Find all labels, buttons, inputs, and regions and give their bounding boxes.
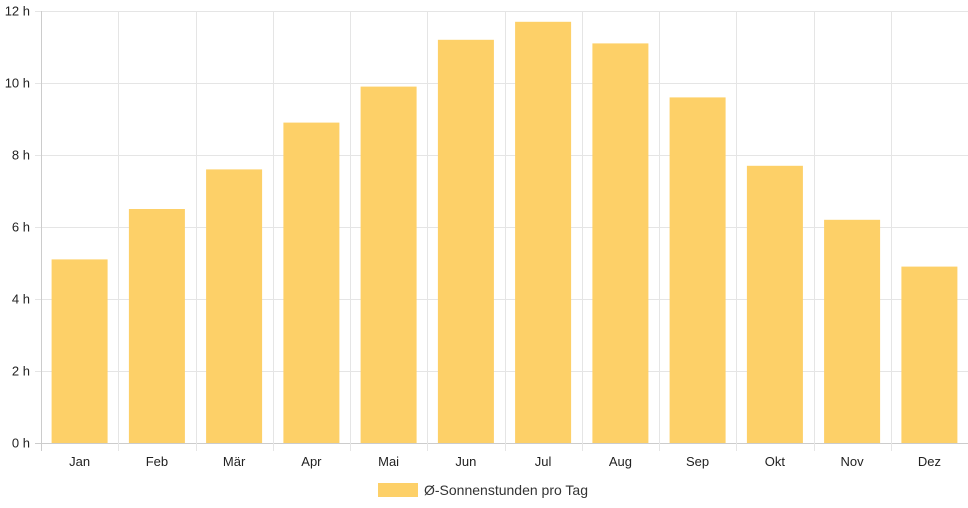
bar-mai[interactable] (360, 86, 417, 443)
bar-jul[interactable] (515, 21, 572, 444)
x-tick-label: Okt (765, 454, 786, 469)
y-tick-label: 6 h (12, 220, 30, 235)
bar-dez[interactable] (901, 266, 958, 443)
bar-jan[interactable] (51, 259, 108, 443)
x-axis: Jan Feb Mär Apr Mai Jun Jul Aug Sep Okt Nov Dez (69, 454, 941, 469)
legend[interactable]: Ø-Sonnenstunden pro Tag (378, 482, 588, 498)
grid-lines (35, 11, 968, 451)
x-tick-label: Mai (378, 454, 399, 469)
bar-apr[interactable] (283, 122, 340, 443)
y-tick-label: 12 h (5, 4, 30, 19)
bar-nov[interactable] (824, 219, 881, 443)
legend-label[interactable]: Ø-Sonnenstunden pro Tag (424, 482, 588, 498)
x-tick-label: Jul (535, 454, 552, 469)
y-tick-label: 8 h (12, 148, 30, 163)
bar-jun[interactable] (437, 39, 494, 444)
bar-okt[interactable] (746, 165, 803, 444)
bar-feb[interactable] (128, 209, 185, 443)
x-tick-label: Jan (69, 454, 90, 469)
y-tick-label: 4 h (12, 292, 30, 307)
bar-series (51, 21, 958, 444)
y-tick-label: 2 h (12, 364, 30, 379)
x-tick-label: Jun (455, 454, 476, 469)
x-tick-label: Sep (686, 454, 709, 469)
x-tick-label: Feb (146, 454, 168, 469)
legend-swatch[interactable] (378, 483, 418, 497)
x-tick-label: Dez (918, 454, 941, 469)
x-tick-label: Mär (223, 454, 246, 469)
x-tick-label: Nov (841, 454, 865, 469)
bar-mär[interactable] (206, 169, 263, 443)
y-tick-label: 0 h (12, 436, 30, 451)
x-tick-label: Apr (301, 454, 322, 469)
y-tick-label: 10 h (5, 76, 30, 91)
y-axis: 0 h 2 h 4 h 6 h 8 h 10 h 12 h (5, 4, 30, 451)
bar-sep[interactable] (669, 97, 726, 444)
x-tick-label: Aug (609, 454, 632, 469)
bar-aug[interactable] (592, 43, 649, 444)
